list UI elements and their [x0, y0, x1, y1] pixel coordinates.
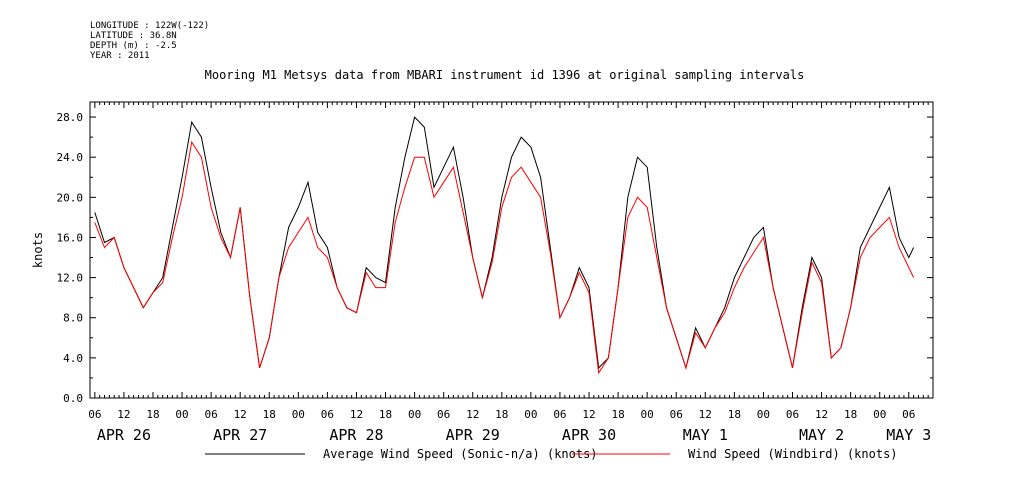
legend-label-sonic: Average Wind Speed (Sonic-n/a) (knots): [323, 447, 598, 461]
x-date-label: APR 27: [213, 426, 267, 444]
x-hour-tick-label: 18: [728, 408, 741, 421]
x-hour-tick-label: 12: [117, 408, 130, 421]
x-hour-tick-label: 12: [234, 408, 247, 421]
metadata-block: LONGITUDE : 122W(-122) LATITUDE : 36.8N …: [90, 21, 209, 61]
x-hour-tick-label: 18: [611, 408, 624, 421]
x-hour-tick-label: 18: [844, 408, 857, 421]
x-hour-tick-label: 12: [815, 408, 828, 421]
x-hour-tick-label: 00: [408, 408, 421, 421]
x-hour-tick-label: 06: [553, 408, 566, 421]
longitude-label: LONGITUDE : 122W(-122): [90, 21, 210, 31]
x-hour-tick-label: 00: [757, 408, 770, 421]
y-tick-label: 28.0: [57, 111, 84, 124]
x-hour-tick-label: 06: [88, 408, 101, 421]
x-date-label: APR 26: [97, 426, 151, 444]
x-hour-tick-label: 06: [204, 408, 217, 421]
y-tick-label: 12.0: [57, 272, 84, 285]
x-hour-tick-label: 18: [263, 408, 276, 421]
x-hour-tick-label: 12: [466, 408, 479, 421]
x-hour-tick-label: 00: [292, 408, 305, 421]
x-date-label: MAY 1: [683, 426, 728, 444]
year-label: YEAR : 2011: [90, 51, 150, 61]
x-hour-tick-label: 00: [641, 408, 654, 421]
x-hour-tick-label: 06: [437, 408, 450, 421]
x-hour-tick-label: 18: [146, 408, 159, 421]
plot-frame: [89, 101, 934, 399]
x-date-label: APR 29: [446, 426, 500, 444]
x-hour-tick-label: 18: [495, 408, 508, 421]
y-tick-label: 8.0: [63, 312, 83, 325]
x-hour-tick-label: 06: [670, 408, 683, 421]
x-hour-tick-label: 06: [321, 408, 334, 421]
series-line-windbird: [94, 140, 915, 375]
x-hour-tick-label: 06: [786, 408, 799, 421]
depth-label: DEPTH (m) : -2.5: [90, 41, 177, 51]
x-hour-tick-label: 00: [175, 408, 188, 421]
y-tick-label: 4.0: [63, 352, 83, 365]
x-hour-tick-label: 00: [524, 408, 537, 421]
y-tick-label: 20.0: [57, 191, 84, 204]
series-line-sonic: [94, 116, 915, 370]
y-tick-label: 0.0: [63, 392, 83, 405]
x-hour-tick-label: 12: [350, 408, 363, 421]
x-hour-tick-label: 12: [699, 408, 712, 421]
x-hour-tick-label: 00: [873, 408, 886, 421]
latitude-label: LATITUDE : 36.8N: [90, 31, 177, 41]
legend-label-windbird: Wind Speed (Windbird) (knots): [688, 447, 898, 461]
y-tick-label: 24.0: [57, 151, 84, 164]
x-hour-tick-label: 06: [902, 408, 915, 421]
x-date-label: APR 28: [329, 426, 383, 444]
x-date-label: APR 30: [562, 426, 616, 444]
y-tick-label: 16.0: [57, 231, 84, 244]
x-hour-tick-label: 12: [582, 408, 595, 421]
y-axis-label: knots: [31, 232, 45, 268]
x-hour-tick-label: 18: [379, 408, 392, 421]
x-date-label: MAY 3: [886, 426, 931, 444]
chart-title: Mooring M1 Metsys data from MBARI instru…: [204, 68, 805, 82]
x-date-label: MAY 2: [799, 426, 844, 444]
